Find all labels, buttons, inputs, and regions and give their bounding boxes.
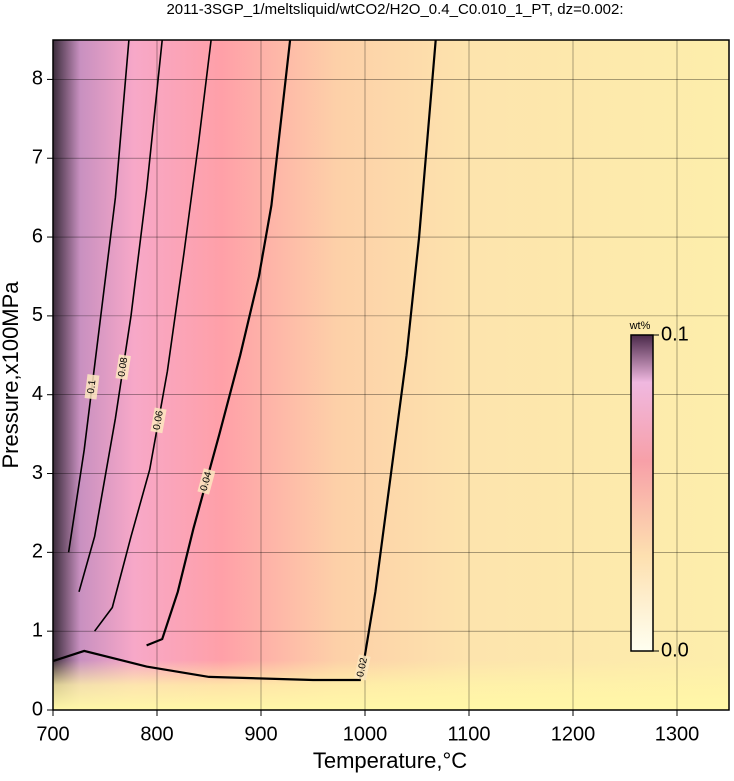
chart-title: 2011-3SGP_1/meltsliquid/wtCO2/H2O_0.4_C0… <box>166 1 623 18</box>
contour-fill <box>53 40 729 710</box>
x-axis-label: Temperature,°C <box>313 748 467 773</box>
x-tick-label: 1300 <box>655 723 700 745</box>
y-axis-label: Pressure,x100MPa <box>0 281 23 469</box>
colorbar <box>630 334 654 652</box>
contour-label-group: 0.1 <box>84 374 100 400</box>
contour-line <box>67 39 130 553</box>
y-tick-label: 0 <box>32 698 43 720</box>
contour-label-bg <box>150 407 167 434</box>
contour-label: 0.1 <box>86 379 99 395</box>
y-tick-label: 5 <box>32 304 43 326</box>
x-tick-label: 1200 <box>551 723 596 745</box>
x-tick-label: 800 <box>140 723 173 745</box>
y-tick-label: 1 <box>32 619 43 641</box>
contour-label: 0.04 <box>199 470 215 492</box>
contour-fill-low <box>53 660 729 710</box>
contour-label-bg <box>354 654 371 681</box>
x-tick-label: 1000 <box>343 723 388 745</box>
colorbar-tick-label: 0.0 <box>661 639 689 661</box>
contour-label: 0.06 <box>152 409 166 431</box>
contour-label-bg <box>84 374 100 400</box>
y-tick-label: 8 <box>32 68 43 90</box>
contour-label-bg <box>197 468 216 495</box>
contour-label-group: 0.04 <box>197 468 216 495</box>
contour-label-group: 0.02 <box>354 654 371 681</box>
plot-frame <box>52 39 730 711</box>
x-tick-label: 1100 <box>447 723 490 745</box>
contour-label-bg <box>115 354 131 380</box>
colorbar-label: wt% <box>629 320 651 332</box>
x-tick-label: 700 <box>36 723 69 745</box>
x-tick-label: 900 <box>244 723 277 745</box>
y-tick-label: 4 <box>32 383 43 405</box>
y-tick-label: 7 <box>32 147 43 169</box>
contour-label-group: 0.08 <box>115 354 131 380</box>
y-tick-label: 2 <box>32 541 43 563</box>
y-tick-label: 3 <box>32 462 43 484</box>
contour-label: 0.08 <box>116 356 130 377</box>
contour-line <box>146 39 292 647</box>
y-tick-label: 6 <box>32 225 43 247</box>
colorbar-tick-label: 0.1 <box>661 323 689 345</box>
contour-label: 0.02 <box>355 656 370 678</box>
contour-label-group: 0.06 <box>150 407 167 434</box>
